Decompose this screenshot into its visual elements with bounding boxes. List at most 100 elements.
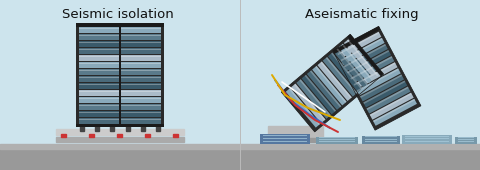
Polygon shape <box>359 74 403 101</box>
Polygon shape <box>293 84 325 121</box>
Bar <box>121 111 161 117</box>
Bar <box>78 28 119 29</box>
Bar <box>119 23 121 127</box>
Bar <box>78 34 119 40</box>
Bar <box>78 27 119 33</box>
Bar <box>263 135 306 136</box>
Bar <box>56 129 184 135</box>
Bar <box>401 135 451 144</box>
Bar <box>121 76 161 82</box>
Bar <box>121 27 161 33</box>
Bar <box>267 126 323 142</box>
Polygon shape <box>304 75 336 112</box>
Polygon shape <box>366 87 409 114</box>
Bar <box>78 63 119 64</box>
Bar <box>141 126 144 131</box>
Bar <box>121 118 161 124</box>
Polygon shape <box>346 39 378 76</box>
Bar <box>260 134 309 144</box>
Bar <box>78 70 119 71</box>
Polygon shape <box>330 53 362 90</box>
Bar <box>78 83 119 89</box>
Bar <box>173 134 178 137</box>
Bar <box>78 41 119 47</box>
Bar <box>78 42 119 43</box>
Bar <box>0 145 480 170</box>
Polygon shape <box>343 39 378 79</box>
Polygon shape <box>353 62 395 86</box>
Polygon shape <box>340 38 384 65</box>
Bar <box>263 141 306 142</box>
Bar <box>121 84 161 85</box>
Polygon shape <box>312 66 346 105</box>
Bar <box>121 119 161 120</box>
Bar <box>121 48 161 54</box>
Polygon shape <box>362 80 405 104</box>
Polygon shape <box>343 44 385 67</box>
Polygon shape <box>290 84 325 123</box>
Bar <box>144 134 150 137</box>
Bar <box>61 134 66 137</box>
Polygon shape <box>288 88 320 125</box>
Polygon shape <box>356 68 400 95</box>
Polygon shape <box>281 34 383 132</box>
Polygon shape <box>296 79 330 119</box>
Bar <box>78 98 119 99</box>
Bar <box>78 111 119 117</box>
Polygon shape <box>343 44 387 71</box>
Bar <box>315 137 357 144</box>
Bar <box>80 126 84 131</box>
Bar <box>121 105 161 106</box>
Bar <box>318 137 354 138</box>
Polygon shape <box>336 32 381 59</box>
Polygon shape <box>301 75 336 114</box>
Polygon shape <box>356 68 398 92</box>
Bar <box>78 84 119 85</box>
Polygon shape <box>369 93 411 116</box>
Polygon shape <box>325 57 357 94</box>
Polygon shape <box>336 48 367 85</box>
Bar <box>318 139 354 140</box>
Polygon shape <box>306 70 341 110</box>
Polygon shape <box>346 50 388 73</box>
Polygon shape <box>333 48 367 88</box>
Polygon shape <box>314 66 346 103</box>
Bar <box>361 136 399 144</box>
Bar <box>78 90 119 96</box>
Bar <box>78 62 119 68</box>
Polygon shape <box>369 93 413 120</box>
Polygon shape <box>285 88 320 128</box>
Bar <box>117 134 122 137</box>
Polygon shape <box>346 50 390 77</box>
Polygon shape <box>349 56 394 83</box>
Polygon shape <box>332 26 380 54</box>
Bar <box>78 104 119 110</box>
Polygon shape <box>322 57 357 97</box>
Bar <box>263 138 306 139</box>
Bar <box>78 49 119 50</box>
Bar <box>121 69 161 75</box>
Polygon shape <box>353 62 396 89</box>
Bar <box>56 137 184 142</box>
Text: Aseismatic fixing: Aseismatic fixing <box>304 8 418 21</box>
Bar <box>110 126 114 131</box>
Polygon shape <box>341 44 372 81</box>
Bar <box>121 35 161 36</box>
Bar <box>121 41 161 47</box>
Bar <box>364 141 396 142</box>
Polygon shape <box>309 70 341 107</box>
Bar <box>78 48 119 54</box>
Bar <box>404 141 448 142</box>
Bar <box>78 112 119 113</box>
Bar <box>121 49 161 50</box>
Text: Seismic isolation: Seismic isolation <box>62 8 173 21</box>
Polygon shape <box>347 34 383 76</box>
Bar <box>318 141 354 142</box>
Bar <box>78 55 119 61</box>
Polygon shape <box>359 74 401 98</box>
Bar <box>404 138 448 139</box>
Bar <box>404 136 448 137</box>
Bar <box>457 137 473 138</box>
Bar <box>121 98 161 99</box>
Bar <box>121 55 161 61</box>
